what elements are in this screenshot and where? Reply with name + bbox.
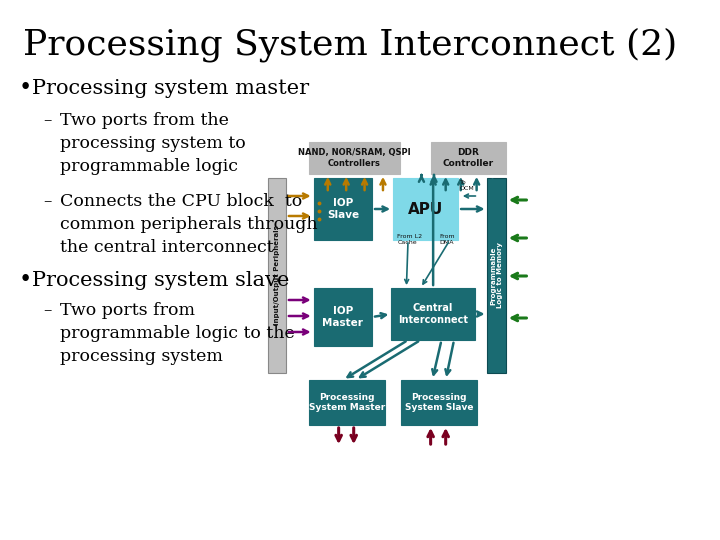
Text: Two ports from the
processing system to
programmable logic: Two ports from the processing system to … <box>60 112 246 175</box>
Text: Processing
System Slave: Processing System Slave <box>405 393 473 412</box>
Text: Central
Interconnect: Central Interconnect <box>398 303 468 325</box>
Bar <box>431 142 506 174</box>
Text: –: – <box>43 302 52 319</box>
Text: DDR
Controller: DDR Controller <box>443 148 494 168</box>
Bar <box>393 178 458 240</box>
Text: Processing
System Master: Processing System Master <box>309 393 385 412</box>
Bar <box>401 380 477 425</box>
Bar <box>314 288 372 346</box>
Bar <box>314 178 372 240</box>
Text: APU: APU <box>408 201 444 217</box>
Text: Input/Output Peripherals: Input/Output Peripherals <box>274 226 280 326</box>
Text: –: – <box>43 112 52 129</box>
Text: IOP
Master: IOP Master <box>323 306 364 328</box>
Bar <box>310 142 400 174</box>
Bar <box>310 380 384 425</box>
Text: Processing System Interconnect (2): Processing System Interconnect (2) <box>24 28 678 62</box>
Text: From
DMA: From DMA <box>440 234 456 245</box>
Text: NAND, NOR/SRAM, QSPI
Controllers: NAND, NOR/SRAM, QSPI Controllers <box>298 148 411 168</box>
Text: Programmable
Logic to Memory: Programmable Logic to Memory <box>490 242 503 308</box>
Text: Processing system slave: Processing system slave <box>32 271 289 289</box>
Text: –: – <box>43 193 52 210</box>
Bar <box>392 288 475 340</box>
Text: •: • <box>19 269 32 291</box>
Text: Processing system master: Processing system master <box>32 78 309 98</box>
Bar <box>487 178 506 373</box>
Text: From L2
Cache: From L2 Cache <box>397 234 423 245</box>
Text: To
OCM: To OCM <box>460 180 474 191</box>
Text: Two ports from
programmable logic to the
processing system: Two ports from programmable logic to the… <box>60 302 295 364</box>
Text: •: • <box>19 77 32 99</box>
Text: Connects the CPU block  to
common peripherals through
the central interconnect: Connects the CPU block to common periphe… <box>60 193 318 256</box>
Bar <box>268 178 286 373</box>
Text: IOP
Slave: IOP Slave <box>327 198 359 220</box>
